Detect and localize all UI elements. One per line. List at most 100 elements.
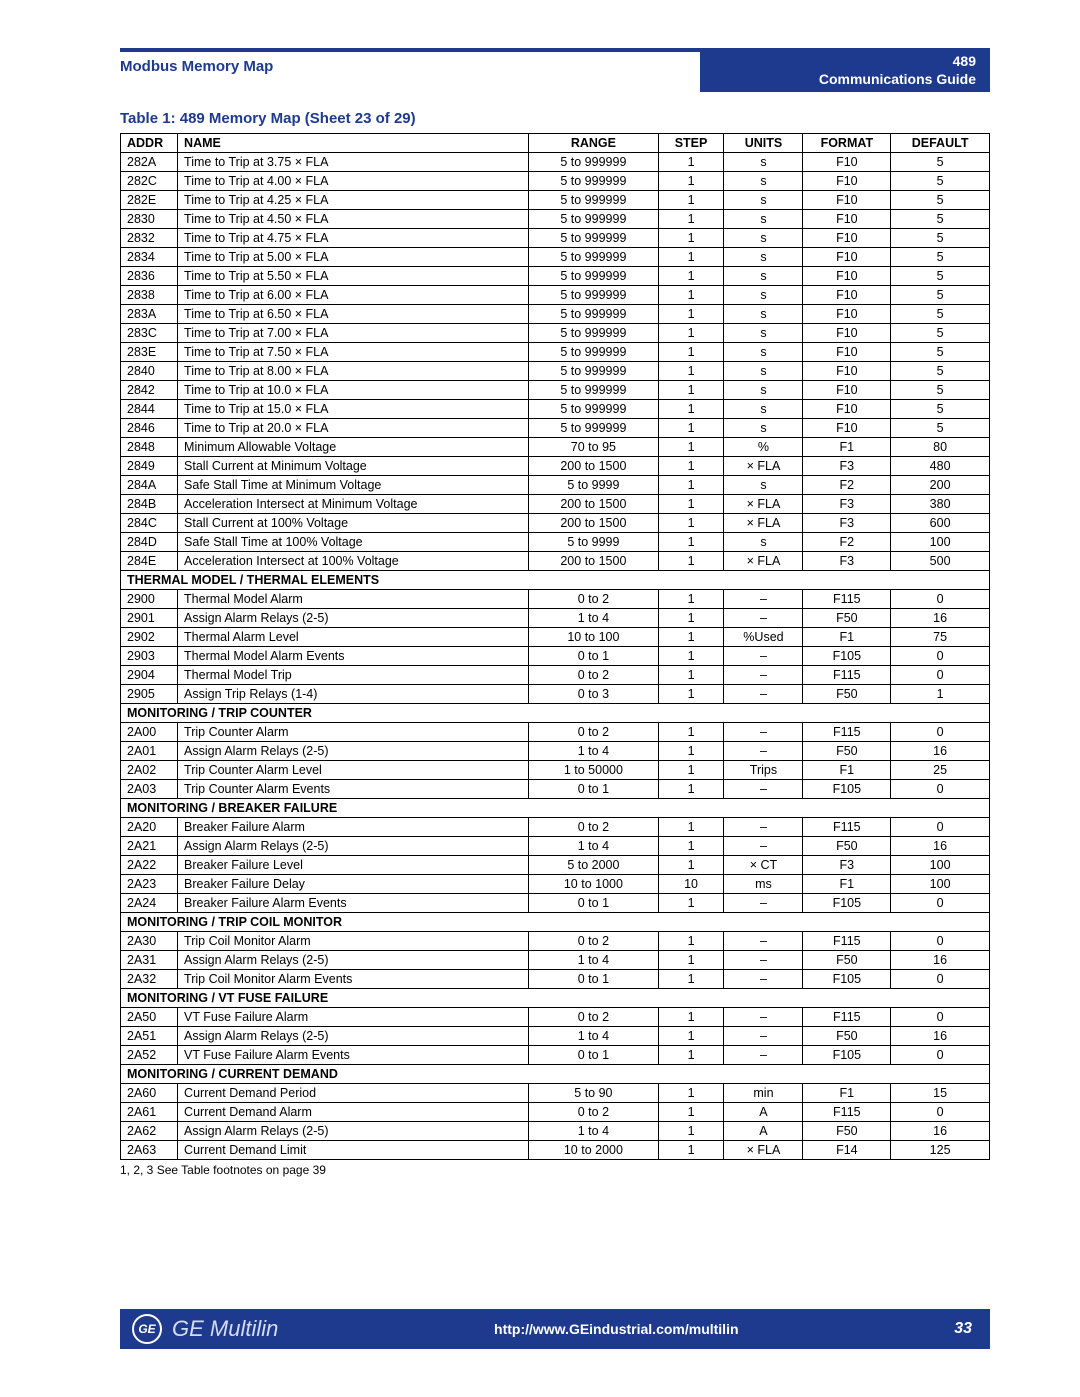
cell-format: F10 xyxy=(803,286,891,305)
col-step: STEP xyxy=(658,134,724,153)
cell-format: F3 xyxy=(803,495,891,514)
cell-range: 5 to 999999 xyxy=(529,400,658,419)
cell-format: F10 xyxy=(803,191,891,210)
cell-step: 1 xyxy=(658,210,724,229)
cell-step: 1 xyxy=(658,419,724,438)
cell-default: 0 xyxy=(891,780,990,799)
cell-format: F105 xyxy=(803,647,891,666)
table-header-row: ADDR NAME RANGE STEP UNITS FORMAT DEFAUL… xyxy=(121,134,990,153)
cell-default: 16 xyxy=(891,742,990,761)
cell-units: s xyxy=(724,381,803,400)
cell-step: 1 xyxy=(658,191,724,210)
cell-range: 0 to 2 xyxy=(529,723,658,742)
cell-addr: 282A xyxy=(121,153,178,172)
cell-range: 5 to 999999 xyxy=(529,286,658,305)
cell-units: A xyxy=(724,1122,803,1141)
cell-format: F1 xyxy=(803,1084,891,1103)
cell-default: 16 xyxy=(891,1122,990,1141)
cell-format: F105 xyxy=(803,894,891,913)
cell-step: 1 xyxy=(658,381,724,400)
cell-format: F1 xyxy=(803,438,891,457)
cell-addr: 2903 xyxy=(121,647,178,666)
cell-units: – xyxy=(724,1008,803,1027)
cell-name: Trip Counter Alarm Events xyxy=(178,780,529,799)
table-row: 2830Time to Trip at 4.50 × FLA5 to 99999… xyxy=(121,210,990,229)
cell-name: Assign Alarm Relays (2-5) xyxy=(178,1122,529,1141)
cell-range: 5 to 999999 xyxy=(529,381,658,400)
cell-format: F3 xyxy=(803,514,891,533)
cell-addr: 2832 xyxy=(121,229,178,248)
cell-name: Time to Trip at 7.00 × FLA xyxy=(178,324,529,343)
cell-addr: 2902 xyxy=(121,628,178,647)
cell-range: 200 to 1500 xyxy=(529,514,658,533)
cell-step: 1 xyxy=(658,286,724,305)
cell-range: 0 to 1 xyxy=(529,780,658,799)
table-row: 2A63Current Demand Limit10 to 20001× FLA… xyxy=(121,1141,990,1160)
cell-step: 1 xyxy=(658,1046,724,1065)
col-range: RANGE xyxy=(529,134,658,153)
cell-name: Current Demand Alarm xyxy=(178,1103,529,1122)
cell-range: 5 to 999999 xyxy=(529,172,658,191)
cell-format: F10 xyxy=(803,400,891,419)
table-row: 2840Time to Trip at 8.00 × FLA5 to 99999… xyxy=(121,362,990,381)
cell-name: Time to Trip at 8.00 × FLA xyxy=(178,362,529,381)
cell-addr: 2A21 xyxy=(121,837,178,856)
cell-step: 1 xyxy=(658,400,724,419)
cell-format: F115 xyxy=(803,932,891,951)
cell-format: F10 xyxy=(803,172,891,191)
cell-name: VT Fuse Failure Alarm xyxy=(178,1008,529,1027)
header-doc-name: Communications Guide xyxy=(819,70,976,88)
cell-format: F50 xyxy=(803,1122,891,1141)
cell-name: Current Demand Period xyxy=(178,1084,529,1103)
cell-units: – xyxy=(724,970,803,989)
cell-range: 5 to 9999 xyxy=(529,533,658,552)
cell-format: F115 xyxy=(803,666,891,685)
cell-format: F105 xyxy=(803,780,891,799)
table-row: 2A51Assign Alarm Relays (2-5)1 to 41–F50… xyxy=(121,1027,990,1046)
cell-addr: 2A61 xyxy=(121,1103,178,1122)
cell-addr: 2840 xyxy=(121,362,178,381)
cell-step: 1 xyxy=(658,172,724,191)
cell-default: 5 xyxy=(891,324,990,343)
cell-units: ms xyxy=(724,875,803,894)
cell-addr: 2838 xyxy=(121,286,178,305)
cell-units: s xyxy=(724,533,803,552)
cell-range: 5 to 999999 xyxy=(529,324,658,343)
table-footnote: 1, 2, 3 See Table footnotes on page 39 xyxy=(120,1163,990,1177)
table-row: 2901Assign Alarm Relays (2-5)1 to 41–F50… xyxy=(121,609,990,628)
cell-units: s xyxy=(724,267,803,286)
cell-step: 1 xyxy=(658,495,724,514)
cell-units: – xyxy=(724,837,803,856)
cell-format: F1 xyxy=(803,875,891,894)
table-row: 2A32Trip Coil Monitor Alarm Events0 to 1… xyxy=(121,970,990,989)
cell-format: F10 xyxy=(803,362,891,381)
cell-default: 0 xyxy=(891,932,990,951)
cell-units: × FLA xyxy=(724,457,803,476)
cell-addr: 2A60 xyxy=(121,1084,178,1103)
cell-name: Trip Coil Monitor Alarm xyxy=(178,932,529,951)
col-addr: ADDR xyxy=(121,134,178,153)
cell-default: 15 xyxy=(891,1084,990,1103)
cell-units: – xyxy=(724,723,803,742)
cell-step: 1 xyxy=(658,153,724,172)
table-row: 282CTime to Trip at 4.00 × FLA5 to 99999… xyxy=(121,172,990,191)
cell-step: 1 xyxy=(658,552,724,571)
table-row: 2836Time to Trip at 5.50 × FLA5 to 99999… xyxy=(121,267,990,286)
cell-default: 125 xyxy=(891,1141,990,1160)
cell-default: 500 xyxy=(891,552,990,571)
cell-units: s xyxy=(724,172,803,191)
cell-range: 0 to 2 xyxy=(529,590,658,609)
table-caption: Table 1: 489 Memory Map (Sheet 23 of 29) xyxy=(120,110,990,127)
section-header: MONITORING / CURRENT DEMAND xyxy=(121,1065,990,1084)
cell-range: 5 to 9999 xyxy=(529,476,658,495)
table-row: MONITORING / BREAKER FAILURE xyxy=(121,799,990,818)
cell-range: 0 to 1 xyxy=(529,1046,658,1065)
cell-range: 0 to 3 xyxy=(529,685,658,704)
cell-format: F50 xyxy=(803,609,891,628)
cell-addr: 2849 xyxy=(121,457,178,476)
cell-default: 380 xyxy=(891,495,990,514)
cell-default: 0 xyxy=(891,666,990,685)
cell-units: s xyxy=(724,419,803,438)
cell-range: 0 to 1 xyxy=(529,647,658,666)
cell-range: 1 to 4 xyxy=(529,951,658,970)
